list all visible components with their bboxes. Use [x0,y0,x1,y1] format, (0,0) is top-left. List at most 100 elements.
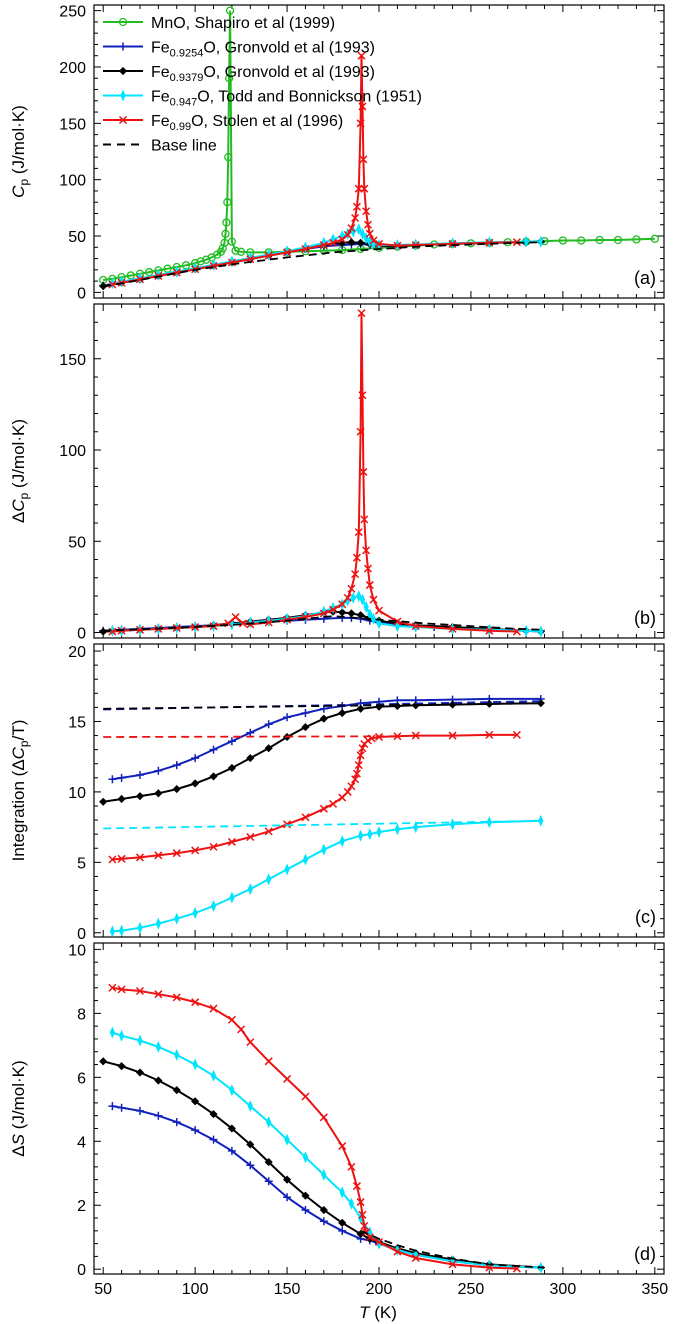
data-point [369,595,378,604]
panel-tag: (a) [634,268,656,288]
series-line-Fe0-99O [112,733,517,861]
data-point [209,1135,218,1144]
data-point [227,237,237,246]
data-point [117,794,126,804]
y-tick-label: 15 [68,714,86,731]
data-point [108,1102,117,1111]
series-line-Fe0-947O [112,1031,541,1269]
data-point [356,611,365,620]
legend-marker [119,42,127,51]
data-point [99,627,108,636]
data-point [329,799,338,808]
y-axis-title: ΔS (J/mol·K) [9,1060,28,1156]
legend-marker [120,89,126,102]
data-point [301,244,310,254]
data-point [329,238,338,247]
data-point [538,814,544,827]
data-point [369,236,378,245]
data-point [231,246,240,255]
data-point [155,1040,161,1053]
data-point [192,1058,198,1071]
panel-1: 0 50 100 150 200 250 Cp (J/mol·K) (a) [9,4,665,302]
data-point [319,1205,328,1215]
data-point [135,986,144,996]
data-point [632,235,641,244]
data-point [338,708,347,718]
data-point [209,842,218,851]
data-point [264,1158,273,1167]
legend-entry: MnO, Shapiro et al (1999) [103,15,335,32]
data-point [343,787,352,796]
data-point [376,826,382,839]
data-point [354,528,363,537]
data-point [365,229,374,238]
data-point [357,309,366,318]
data-point [362,546,371,555]
y-tick-label: 10 [68,785,86,802]
data-point [264,618,273,627]
data-point [302,853,309,866]
data-point [360,1221,369,1231]
data-point [264,1057,273,1066]
data-point [485,238,494,247]
data-point [356,1229,365,1239]
data-point [246,1140,255,1149]
data-point [363,564,372,573]
y-tick-label: 4 [77,1134,86,1151]
data-point [359,467,368,476]
data-point [154,1111,163,1120]
data-point [137,1034,143,1047]
data-point [359,593,366,606]
data-point [236,247,246,256]
data-point [172,993,181,1002]
legend-entry: Fe0.9379O, Gronvold et al (1993) [103,64,375,84]
y-tick-label: 50 [68,229,86,246]
y-tick-label: 0 [77,626,86,643]
data-point [99,797,108,806]
series-group [99,309,545,638]
data-point [191,1126,200,1135]
data-point [348,1197,355,1210]
data-point [449,818,456,831]
y-axis-title: ΔCp (J/mol·K) [9,419,31,523]
y-tick-label: 0 [77,926,86,943]
data-point [209,745,218,754]
data-point [99,1057,108,1066]
data-point [523,624,529,637]
data-point [558,236,568,245]
series-line-baseline [360,1229,545,1269]
data-point [352,202,361,211]
data-point [358,102,367,111]
x-tick-label: 250 [458,1281,485,1298]
x-tick-label: 350 [641,1281,668,1298]
panel-4: 0 2 4 6 8 10 ΔS (J/mol·K) (d) 50 100 150 200 250 300 3… [9,942,668,1298]
data-point [227,763,236,773]
data-point [209,1004,218,1013]
data-point [192,907,198,920]
series-line-Fe0-9254O [112,1105,541,1269]
data-point [117,1103,126,1112]
data-point [283,1074,292,1083]
x-tick-label: 150 [274,1281,301,1298]
data-point [154,851,163,860]
data-point [352,1182,361,1191]
data-point [155,917,161,930]
data-point [486,816,492,829]
data-point [191,846,200,855]
data-point [191,998,200,1007]
data-point [172,1086,181,1095]
data-point [246,728,255,737]
data-point [365,581,374,590]
data-point [347,609,356,618]
data-point [358,744,367,753]
data-point [376,617,382,630]
data-point [374,239,384,248]
data-point [218,244,227,253]
series-line-Fe0-947O [112,819,541,933]
series-line-baseline [103,735,398,738]
data-point [360,515,369,524]
data-point [319,609,328,618]
data-point [227,1124,236,1133]
data-point [174,912,180,925]
panel-tag: (b) [634,608,656,628]
